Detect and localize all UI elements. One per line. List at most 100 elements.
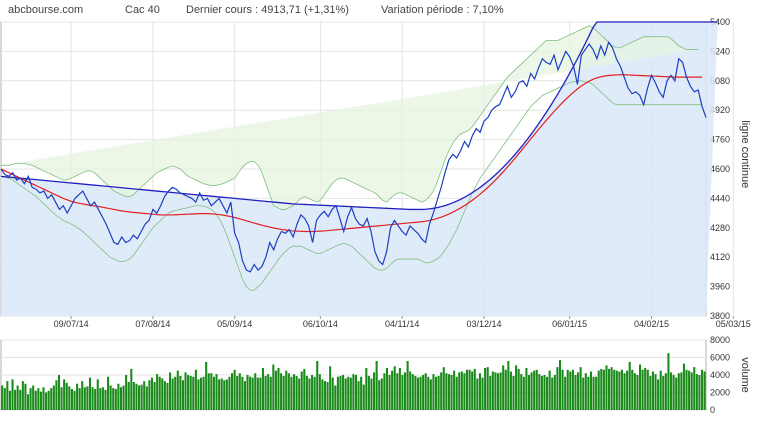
volume-bar: [323, 381, 327, 411]
volume-bar: [442, 367, 445, 411]
volume-bar: [8, 390, 11, 410]
volume-bar: [207, 373, 210, 410]
volume-bar: [236, 375, 239, 411]
volume-bar: [29, 388, 32, 411]
volume-bar: [11, 379, 14, 411]
volume-bar: [543, 375, 546, 410]
area-fill: [1, 22, 718, 316]
volume-bar: [512, 375, 515, 411]
volume-bar: [517, 368, 520, 411]
price-tick-label: 4920: [710, 105, 730, 115]
volume-bar: [375, 361, 378, 410]
volume-bar: [672, 375, 675, 410]
volume-bar: [230, 373, 234, 410]
volume-bar: [122, 385, 125, 410]
volume-bar: [664, 373, 667, 410]
volume-bar: [548, 370, 551, 411]
volume-bar: [577, 372, 580, 411]
volume-bar: [592, 376, 595, 410]
volume-bar: [212, 376, 215, 410]
volume-bar: [703, 371, 706, 410]
volume-bar: [197, 379, 200, 411]
volume-bar: [228, 376, 231, 410]
price-tick-label: 4280: [710, 223, 730, 233]
volume-bar: [256, 377, 259, 411]
volume-bar: [109, 385, 112, 410]
volume-bar: [515, 365, 518, 411]
volume-bar: [602, 369, 605, 410]
volume-bar: [174, 376, 177, 410]
price-axis-label: ligne continue: [739, 120, 751, 188]
volume-bar: [176, 370, 179, 411]
volume-bar: [24, 383, 27, 410]
volume-bar: [680, 372, 683, 411]
bollinger-lower-line: [0, 80, 703, 291]
volume-bar: [161, 378, 164, 410]
volume-bar: [370, 378, 373, 410]
volume-bar: [55, 380, 58, 410]
volume-panel: 8000 6000 4000 2000 0 volume: [0, 335, 751, 415]
volume-bar: [42, 387, 45, 410]
volume-bar: [623, 373, 626, 410]
volume-bar: [336, 376, 339, 410]
price-tick-label: 5400: [710, 17, 730, 27]
volume-bar: [156, 374, 159, 411]
volume-bar: [695, 374, 698, 411]
volume-bar: [344, 378, 347, 410]
volume-bar: [579, 367, 582, 411]
volume-bar: [171, 378, 174, 410]
volume-bar: [628, 361, 631, 411]
period-variation: Variation période : 7,10%: [381, 4, 504, 16]
volume-bar: [135, 383, 138, 410]
volume-bar: [432, 374, 435, 411]
volume-bar: [409, 371, 412, 410]
volume-bar: [574, 375, 577, 410]
volume-bar: [388, 375, 391, 410]
volume-bar: [631, 369, 634, 410]
volume-bar: [558, 360, 562, 411]
volume-bar: [220, 378, 223, 410]
site-name[interactable]: abcbourse.com: [8, 4, 84, 16]
volume-bar: [163, 381, 166, 411]
volume-bar: [81, 381, 84, 411]
volume-bar: [404, 372, 407, 411]
volume-tick-label: 0: [710, 405, 715, 415]
volume-bar: [610, 367, 613, 411]
volume-bar: [564, 376, 567, 410]
volume-bar: [316, 361, 319, 410]
volume-bar: [538, 374, 541, 411]
volume-bar: [68, 386, 71, 411]
volume-bar: [267, 374, 270, 411]
volume-bar: [277, 368, 280, 410]
volume-bar: [145, 386, 148, 411]
volume-bar: [238, 373, 241, 410]
volume-bar: [19, 389, 22, 411]
volume-bar: [205, 361, 208, 411]
volume-bar: [589, 371, 593, 410]
volume-bar: [249, 376, 252, 410]
volume-bar: [478, 373, 481, 410]
volume-bar: [313, 376, 316, 410]
volume-bar: [70, 389, 73, 410]
volume-bar: [566, 369, 569, 410]
last-price: Dernier cours : 4913,71 (+1,31%): [186, 4, 349, 16]
volume-bar: [688, 370, 691, 411]
volume-bar: [587, 376, 590, 410]
volume-bar: [698, 375, 701, 410]
volume-bar: [73, 390, 76, 410]
volume-bar: [504, 369, 507, 410]
volume-bar: [78, 388, 81, 411]
volume-bar: [334, 385, 337, 410]
volume-bar: [181, 380, 184, 410]
date-tick-label: 07/08/14: [135, 319, 170, 329]
volume-bar: [429, 379, 432, 411]
volume-bar: [639, 364, 642, 410]
volume-bar: [280, 373, 283, 410]
volume-bar: [132, 382, 135, 410]
volume-bar: [546, 376, 549, 410]
volume-bar: [489, 375, 492, 411]
volume-bar: [424, 373, 427, 410]
volume-bar: [527, 375, 531, 410]
index-name: Cac 40: [125, 4, 160, 16]
volume-bar: [104, 389, 107, 411]
